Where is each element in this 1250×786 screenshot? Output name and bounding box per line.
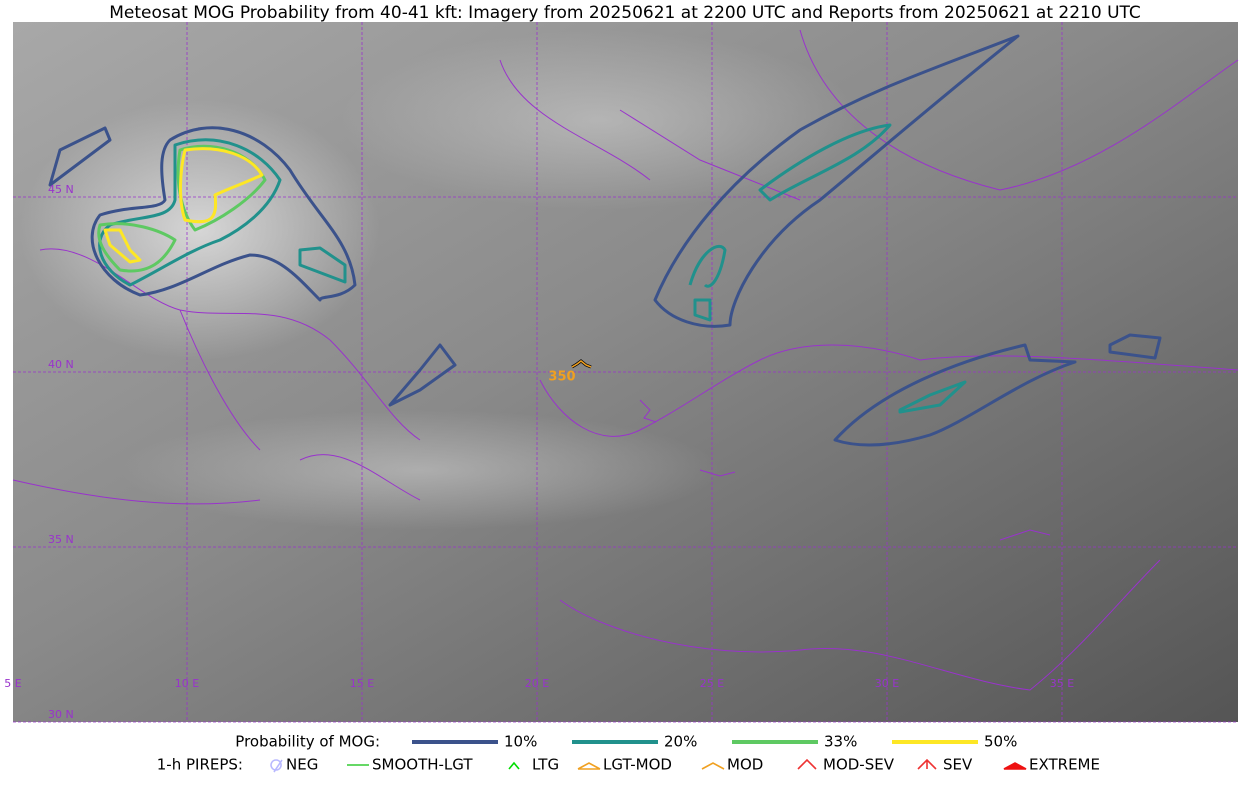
contour-50 — [103, 147, 264, 264]
cloud — [120, 410, 720, 530]
legend: Probability of MOG: 1-h PIREPS: 10% 20% 33… — [157, 733, 1100, 774]
legend-label: 20% — [664, 733, 697, 751]
longitude-label: 30 E — [875, 677, 899, 690]
title: Meteosat MOG Probability from 40-41 kft:… — [109, 3, 1141, 23]
legend-label: SEV — [943, 756, 973, 774]
cloud — [20, 100, 380, 360]
coastlines — [12, 29, 1239, 691]
longitude-label: 25 E — [700, 677, 724, 690]
legend-title: Probability of MOG: — [235, 733, 380, 751]
legend-icon — [1003, 762, 1027, 770]
legend-label: MOD — [727, 756, 763, 774]
longitude-label: 35 E — [1050, 677, 1074, 690]
probability-contours — [48, 34, 1162, 447]
contour-20 — [98, 123, 967, 414]
longitude-label: 15 E — [350, 677, 374, 690]
pirep-marker — [571, 360, 592, 368]
legend-label: 33% — [824, 733, 857, 751]
contour-10 — [90, 126, 357, 302]
legend-icon — [701, 762, 725, 770]
cloud — [340, 30, 860, 210]
latitude-label: 35 N — [48, 533, 74, 546]
legend-label: 50% — [984, 733, 1017, 751]
latitude-label: 30 N — [48, 708, 74, 721]
longitude-label: 10 E — [175, 677, 199, 690]
legend-label: LGT-MOD — [603, 756, 672, 774]
legend-label: SMOOTH-LGT — [372, 756, 473, 774]
legend-label: LTG — [532, 756, 559, 774]
longitude-label: 5 E — [4, 677, 21, 690]
legend-icon — [508, 761, 520, 770]
legend-label: 10% — [504, 733, 537, 751]
legend-icon — [270, 759, 283, 773]
legend-label: NEG — [286, 756, 318, 774]
legend-icon — [917, 758, 937, 770]
map: 350 45 N 40 N 35 N 30 N 5 E 10 E 15 E 20 E 25 E 3… — [4, 22, 1239, 723]
legend-icon — [797, 758, 817, 770]
legend-title: 1-h PIREPS: — [157, 756, 243, 774]
pirep-altitude: 350 — [548, 370, 575, 385]
graticule — [13, 22, 1238, 723]
contour-10 — [48, 34, 1162, 447]
latitude-label: 45 N — [48, 183, 74, 196]
legend-label: MOD-SEV — [823, 756, 895, 774]
latitude-label: 40 N — [48, 358, 74, 371]
legend-icon — [577, 762, 601, 770]
legend-label: EXTREME — [1029, 756, 1100, 774]
longitude-label: 20 E — [525, 677, 549, 690]
